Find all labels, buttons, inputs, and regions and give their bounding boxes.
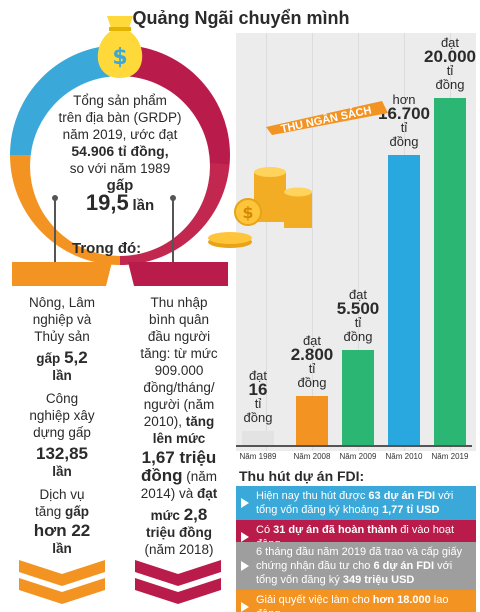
income-line: 909.000 bbox=[154, 363, 204, 378]
budget-banner: THU NGÂN SÁCH bbox=[266, 101, 388, 135]
income-line: 2010), bbox=[143, 414, 182, 429]
svg-text:$: $ bbox=[242, 203, 253, 222]
income-line: người (năm bbox=[143, 397, 215, 412]
chart-x-tick-label: Năm 2009 bbox=[339, 452, 377, 461]
flag-crimson bbox=[128, 262, 228, 286]
triangle-bullet-icon bbox=[241, 532, 249, 542]
grdp-line: năm 2019, ước đạt bbox=[62, 127, 178, 142]
sector-line: Nông, Lâm bbox=[28, 295, 96, 310]
flag-orange bbox=[12, 262, 112, 286]
fdi-item: Giải quyết việc làm cho hơn 18.000 lao đ… bbox=[236, 590, 476, 612]
income-bold: đạt bbox=[197, 486, 218, 501]
chart-data-label: đạt 20.000 tỉ đồng bbox=[424, 35, 476, 92]
income-line: 2014) và bbox=[140, 486, 194, 501]
chart-x-axis bbox=[236, 445, 472, 447]
chart-bar bbox=[388, 155, 420, 445]
sector-line: dựng gấp bbox=[33, 425, 91, 440]
income-bold: lên mức bbox=[152, 431, 206, 446]
grdp-line: trên địa bàn (GRDP) bbox=[58, 110, 182, 125]
grdp-multiple: 19,5 bbox=[85, 190, 129, 215]
sector-line: Công bbox=[45, 391, 79, 406]
triangle-bullet-icon bbox=[241, 602, 249, 612]
sector-value: 5,2 bbox=[64, 348, 88, 367]
income-line: (năm bbox=[186, 469, 218, 484]
gridline bbox=[266, 33, 267, 451]
page-title: Quảng Ngãi chuyển mình bbox=[118, 6, 364, 30]
income-value: 1,67 triệu bbox=[141, 448, 217, 467]
sector-value: 132,85 bbox=[36, 444, 88, 463]
chart-x-tick-label: Năm 2008 bbox=[293, 452, 331, 461]
right-column: Thu nhập bình quân đầu người tăng: từ mứ… bbox=[122, 294, 236, 558]
sector-value: hơn 22 bbox=[33, 521, 91, 540]
left-column: Nông, Lâm nghiệp và Thủy sản gấp 5,2 lần… bbox=[10, 294, 114, 557]
chart-data-label: đạt 5.500 tỉ đồng bbox=[336, 286, 380, 344]
income-line: tăng: từ mức bbox=[140, 346, 218, 361]
post-left bbox=[54, 196, 56, 266]
sector-line: nghiệp xây bbox=[29, 408, 95, 423]
grdp-summary: Tổng sản phẩm trên địa bàn (GRDP) năm 20… bbox=[38, 92, 202, 214]
sector-pre: gấp bbox=[36, 351, 61, 366]
money-bag-icon: $ bbox=[97, 16, 143, 78]
grdp-gap-word: gấp bbox=[106, 177, 134, 194]
sector-unit: lần bbox=[52, 541, 72, 556]
ring-center bbox=[30, 76, 210, 256]
coins-icon: $ bbox=[208, 167, 312, 248]
chart-bar bbox=[434, 98, 466, 445]
triangle-bullet-icon bbox=[241, 498, 249, 508]
income-value: 2,8 bbox=[183, 505, 208, 524]
sector-line: Thủy sản bbox=[34, 329, 90, 344]
chart-data-label: đạt 16 tỉ đồng bbox=[243, 368, 273, 425]
chevron-down-icon bbox=[19, 560, 105, 604]
chevron-down-icon bbox=[135, 560, 221, 604]
sector-unit: lần bbox=[52, 464, 72, 479]
income-value: đồng bbox=[140, 466, 183, 485]
chart-bar bbox=[242, 431, 274, 445]
income-bold: tăng bbox=[185, 414, 215, 429]
income-line: (năm 2018) bbox=[144, 542, 214, 557]
sector-pre: gấp bbox=[65, 504, 90, 519]
income-line: Thu nhập bbox=[150, 295, 208, 310]
gridline bbox=[312, 33, 313, 451]
triangle-bullet-icon bbox=[241, 561, 249, 571]
chart-x-tick-label: Năm 1989 bbox=[239, 452, 277, 461]
chart-data-label: hơn 16.700 tỉ đồng bbox=[378, 92, 430, 150]
income-line: đồng/tháng/ bbox=[143, 380, 215, 395]
sector-line: nghiệp và bbox=[32, 312, 92, 327]
sector-line: tăng bbox=[34, 504, 62, 519]
sector-unit: lần bbox=[52, 368, 72, 383]
sector-line: Dịch vụ bbox=[39, 487, 85, 502]
fdi-item: 6 tháng đầu năm 2019 đã trao và cấp giấy… bbox=[236, 542, 476, 590]
income-value: triệu đồng bbox=[146, 525, 212, 540]
grdp-value: 54.906 tỉ đồng, bbox=[71, 143, 169, 159]
chart-bar bbox=[342, 349, 374, 445]
income-line: đầu người bbox=[147, 329, 211, 344]
subheading: Trong đó: bbox=[72, 240, 142, 257]
fdi-item: Hiện nay thu hút được 63 dự án FDI với t… bbox=[236, 486, 476, 520]
income-line: bình quân bbox=[148, 312, 210, 327]
post-right bbox=[172, 196, 174, 266]
fdi-title: Thu hút dự án FDI: bbox=[239, 468, 365, 484]
gridline bbox=[358, 33, 359, 451]
chart-bar bbox=[296, 396, 328, 445]
income-bold: mức bbox=[150, 508, 180, 523]
svg-text:$: $ bbox=[112, 45, 127, 70]
grdp-unit: lần bbox=[132, 197, 155, 214]
grdp-line: Tổng sản phẩm bbox=[73, 93, 167, 108]
chart-x-tick-label: Năm 2019 bbox=[431, 452, 469, 461]
chart-x-tick-label: Năm 2010 bbox=[385, 452, 423, 461]
banner-text: THU NGÂN SÁCH bbox=[280, 104, 373, 135]
chart-data-label: đạt 2.800 tỉ đồng bbox=[290, 333, 334, 391]
grdp-line: so với năm 1989 bbox=[69, 161, 171, 176]
